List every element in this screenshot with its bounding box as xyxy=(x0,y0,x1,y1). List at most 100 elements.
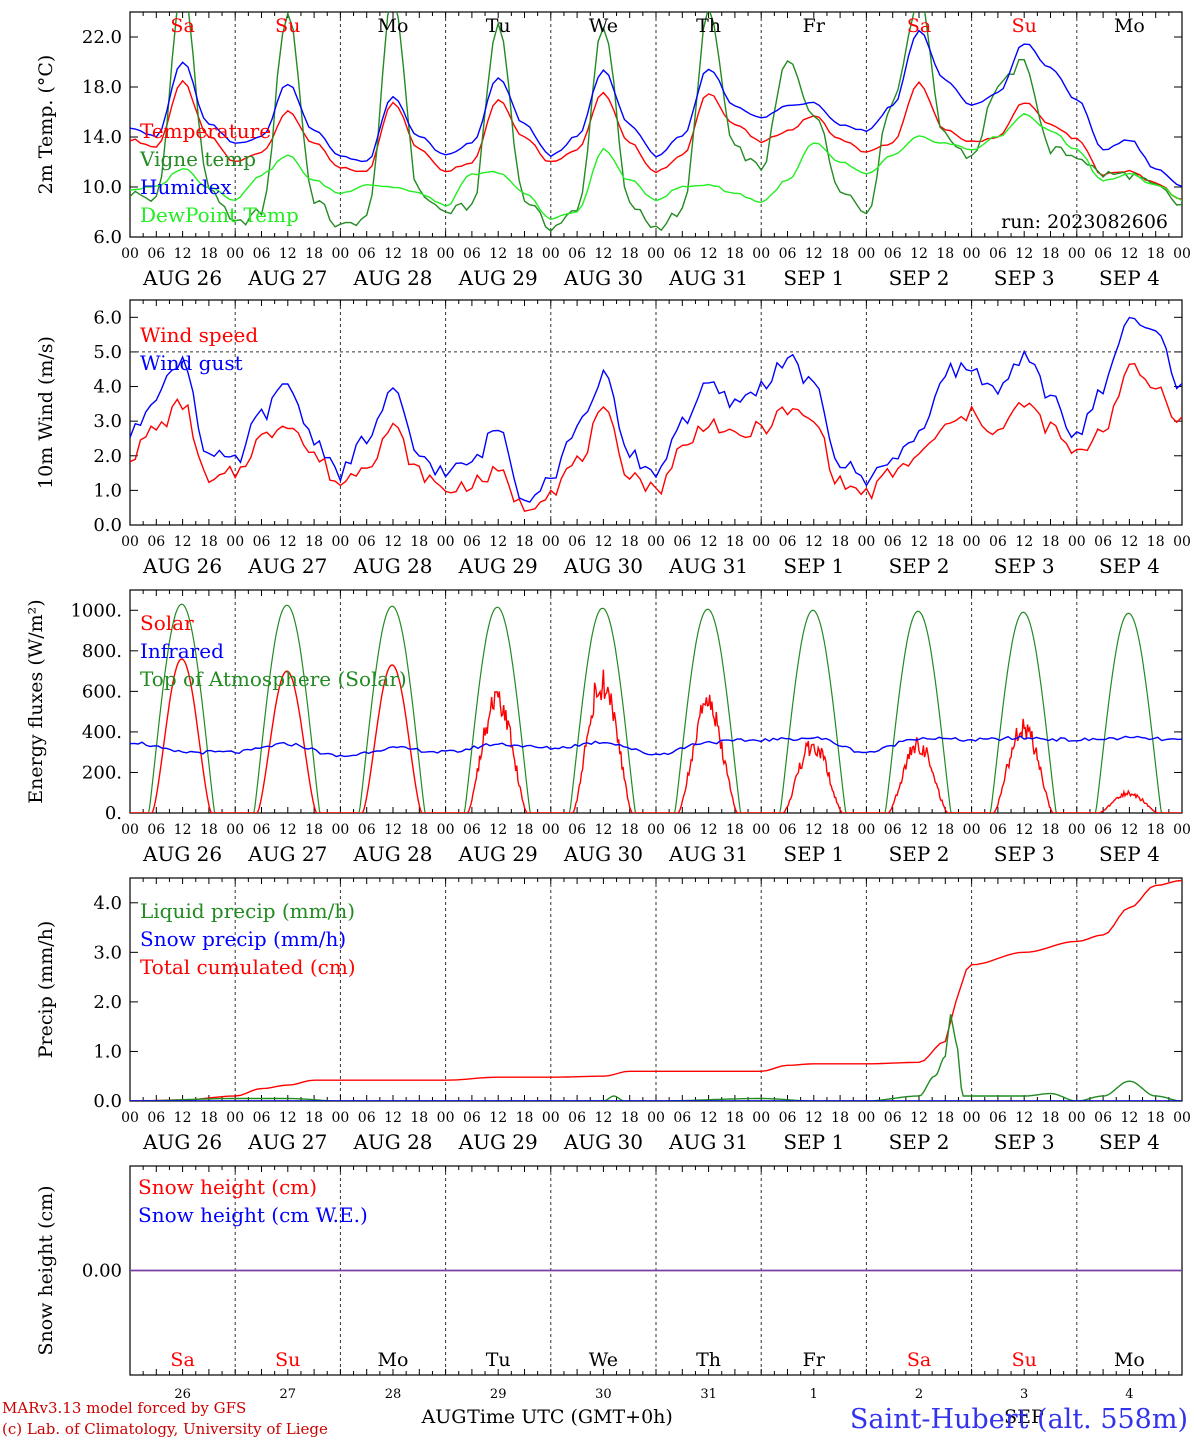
hour-tick-label: 06 xyxy=(989,822,1007,838)
location-title: Saint-Hubert (alt. 558m) xyxy=(850,1404,1188,1435)
y-tick-label: 2.0 xyxy=(93,446,122,467)
hour-tick-label: 06 xyxy=(779,534,797,550)
hour-tick-label: 12 xyxy=(700,822,718,838)
hour-tick-label: 06 xyxy=(568,246,586,262)
hour-tick-label: 18 xyxy=(200,822,218,838)
date-label: AUG 29 xyxy=(458,1130,538,1154)
date-label: SEP 3 xyxy=(994,554,1055,578)
hour-tick-label: 18 xyxy=(936,1110,954,1126)
weekday-label: Fr xyxy=(803,1349,826,1371)
hour-tick-label: 12 xyxy=(700,246,718,262)
date-label: SEP 4 xyxy=(1099,842,1160,866)
hour-tick-label: 12 xyxy=(384,822,402,838)
hour-tick-label: 06 xyxy=(779,1110,797,1126)
weekday-label: Mo xyxy=(378,15,409,37)
date-label: SEP 4 xyxy=(1099,266,1160,290)
date-label: AUG 30 xyxy=(563,842,643,866)
y-tick-label: 6.0 xyxy=(93,227,122,248)
date-label: SEP 3 xyxy=(994,1130,1055,1154)
hour-tick-label: 12 xyxy=(594,534,612,550)
y-tick-label: 3.0 xyxy=(93,411,122,432)
date-label: AUG 29 xyxy=(458,266,538,290)
y-tick-label: 800. xyxy=(82,641,122,662)
hour-tick-label: 12 xyxy=(1015,822,1033,838)
hour-tick-label: 06 xyxy=(884,1110,902,1126)
hour-tick-label: 00 xyxy=(752,246,770,262)
hour-tick-label: 00 xyxy=(963,534,981,550)
y-axis-label: Snow height (cm) xyxy=(35,1185,57,1355)
hour-tick-label: 06 xyxy=(147,822,165,838)
dewpoint-temp-line xyxy=(130,112,1182,221)
hour-tick-label: 12 xyxy=(489,246,507,262)
legend-entry: Snow precip (mm/h) xyxy=(140,927,346,951)
weekday-label: Tu xyxy=(486,15,511,37)
y-tick-label: 4.0 xyxy=(93,893,122,914)
hour-tick-label: 18 xyxy=(1147,1110,1165,1126)
hour-tick-label: 00 xyxy=(647,246,665,262)
hour-tick-label: 18 xyxy=(726,246,744,262)
hour-tick-label: 00 xyxy=(857,534,875,550)
solar-line xyxy=(130,658,1182,813)
hour-tick-label: 00 xyxy=(542,246,560,262)
day-number-label: 3 xyxy=(1020,1387,1028,1402)
hour-tick-label: 06 xyxy=(358,1110,376,1126)
date-label: AUG 30 xyxy=(563,266,643,290)
hour-tick-label: 12 xyxy=(384,1110,402,1126)
hour-tick-label: 06 xyxy=(673,246,691,262)
y-tick-label: 18.0 xyxy=(82,77,122,98)
panel-5: 0.00 Snow height (cm) Snow height (cm) Snow… xyxy=(35,1165,1183,1402)
hour-tick-label: 06 xyxy=(1094,246,1112,262)
date-label: AUG 31 xyxy=(668,842,748,866)
date-label: SEP 1 xyxy=(783,554,844,578)
hour-tick-label: 06 xyxy=(358,534,376,550)
hour-tick-label: 00 xyxy=(121,1110,139,1126)
weekday-label: Sa xyxy=(907,15,931,37)
hour-tick-label: 00 xyxy=(857,822,875,838)
hour-tick-label: 12 xyxy=(805,246,823,262)
hour-tick-label: 12 xyxy=(805,1110,823,1126)
hour-tick-label: 06 xyxy=(147,1110,165,1126)
hour-tick-label: 06 xyxy=(989,534,1007,550)
y-tick-label: 600. xyxy=(82,681,122,702)
hour-tick-label: 18 xyxy=(936,822,954,838)
hour-tick-label: 00 xyxy=(226,1110,244,1126)
hour-tick-label: 00 xyxy=(542,822,560,838)
hour-tick-label: 12 xyxy=(805,822,823,838)
hour-tick-label: 18 xyxy=(516,534,534,550)
hour-tick-label: 00 xyxy=(1173,822,1191,838)
hour-tick-label: 18 xyxy=(200,534,218,550)
weekday-label: Sa xyxy=(170,15,194,37)
date-label: SEP 2 xyxy=(889,1130,950,1154)
hour-tick-label: 00 xyxy=(752,822,770,838)
hour-tick-label: 06 xyxy=(779,822,797,838)
day-number-label: 2 xyxy=(915,1387,923,1402)
hour-tick-label: 06 xyxy=(463,534,481,550)
hour-tick-label: 12 xyxy=(384,246,402,262)
date-label: AUG 28 xyxy=(352,1130,432,1154)
day-number-label: 29 xyxy=(490,1387,507,1402)
hour-tick-label: 06 xyxy=(253,822,271,838)
hour-tick-label: 18 xyxy=(831,534,849,550)
hour-tick-label: 00 xyxy=(226,822,244,838)
hour-tick-label: 00 xyxy=(1173,246,1191,262)
hour-tick-label: 12 xyxy=(910,822,928,838)
bottom-month-aug: AUG xyxy=(421,1406,467,1428)
hour-tick-label: 06 xyxy=(147,534,165,550)
date-label: AUG 28 xyxy=(352,842,432,866)
hour-tick-label: 18 xyxy=(1042,1110,1060,1126)
hour-tick-label: 12 xyxy=(279,822,297,838)
hour-tick-label: 06 xyxy=(358,822,376,838)
hour-tick-label: 18 xyxy=(936,246,954,262)
hour-tick-label: 18 xyxy=(305,534,323,550)
hour-tick-label: 00 xyxy=(1068,246,1086,262)
date-label: SEP 2 xyxy=(889,842,950,866)
hour-tick-label: 06 xyxy=(568,534,586,550)
hour-tick-label: 12 xyxy=(489,822,507,838)
date-label: SEP 3 xyxy=(994,266,1055,290)
legend-entry: Liquid precip (mm/h) xyxy=(140,899,355,923)
hour-tick-label: 06 xyxy=(253,246,271,262)
date-label: AUG 29 xyxy=(458,554,538,578)
hour-tick-label: 00 xyxy=(1173,534,1191,550)
date-label: SEP 2 xyxy=(889,554,950,578)
weekday-label: Su xyxy=(275,15,300,37)
